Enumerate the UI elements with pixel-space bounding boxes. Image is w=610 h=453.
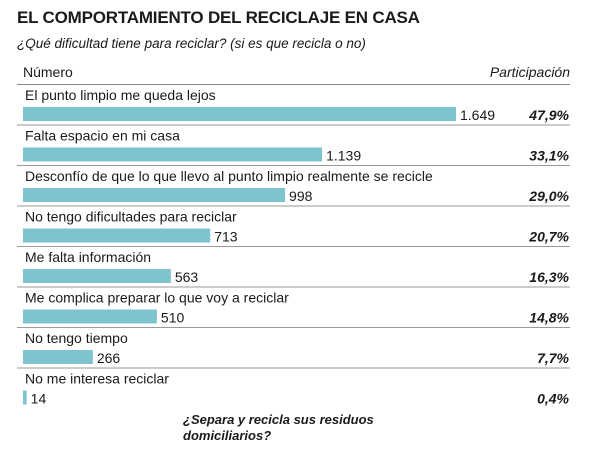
share-label: 0,4% <box>537 391 569 407</box>
share-label: 14,8% <box>529 310 569 326</box>
value-label: 563 <box>175 269 199 285</box>
value-label: 713 <box>214 229 238 245</box>
bar <box>23 188 286 202</box>
bar <box>23 228 211 243</box>
column-header-share: Participación <box>489 64 570 80</box>
value-label: 1.649 <box>460 107 495 123</box>
column-header-number: Número <box>23 64 73 80</box>
share-label: 20,7% <box>528 229 569 245</box>
chart-title: EL COMPORTAMIENTO DEL RECICLAJE EN CASA <box>17 8 420 27</box>
share-label: 29,0% <box>528 188 569 204</box>
header-divider <box>17 84 570 85</box>
bar <box>23 309 157 324</box>
category-label: No tengo tiempo <box>25 330 128 346</box>
bar <box>23 390 27 405</box>
bar <box>23 350 93 364</box>
footnote-line-1: ¿Separa y recicla sus residuos <box>183 412 374 427</box>
value-label: 998 <box>289 188 313 204</box>
category-label: Desconfío de que lo que llevo al punto l… <box>25 168 433 184</box>
category-label: No me interesa reciclar <box>25 371 169 387</box>
footnote-line-2: domiciliarios? <box>183 428 272 443</box>
chart-subtitle: ¿Qué dificultad tiene para reciclar? (si… <box>17 36 366 51</box>
value-label: 266 <box>97 350 121 366</box>
bar <box>23 107 456 121</box>
category-label: Me falta información <box>25 249 151 265</box>
category-label: Me complica preparar lo que voy a recicl… <box>25 290 289 306</box>
share-label: 33,1% <box>529 148 569 164</box>
category-label: Falta espacio en mi casa <box>25 128 180 144</box>
bar <box>23 147 323 162</box>
value-label: 14 <box>31 391 47 407</box>
value-label: 1.139 <box>326 148 361 164</box>
value-label: 510 <box>161 310 185 326</box>
share-label: 16,3% <box>529 269 569 285</box>
footnote: ¿Separa y recicla sus residuos domicilia… <box>183 412 374 444</box>
share-label: 7,7% <box>537 350 569 366</box>
share-label: 47,9% <box>528 107 569 123</box>
bar <box>23 269 171 283</box>
category-label: No tengo dificultades para reciclar <box>25 209 237 225</box>
category-label: El punto limpio me queda lejos <box>25 87 216 103</box>
